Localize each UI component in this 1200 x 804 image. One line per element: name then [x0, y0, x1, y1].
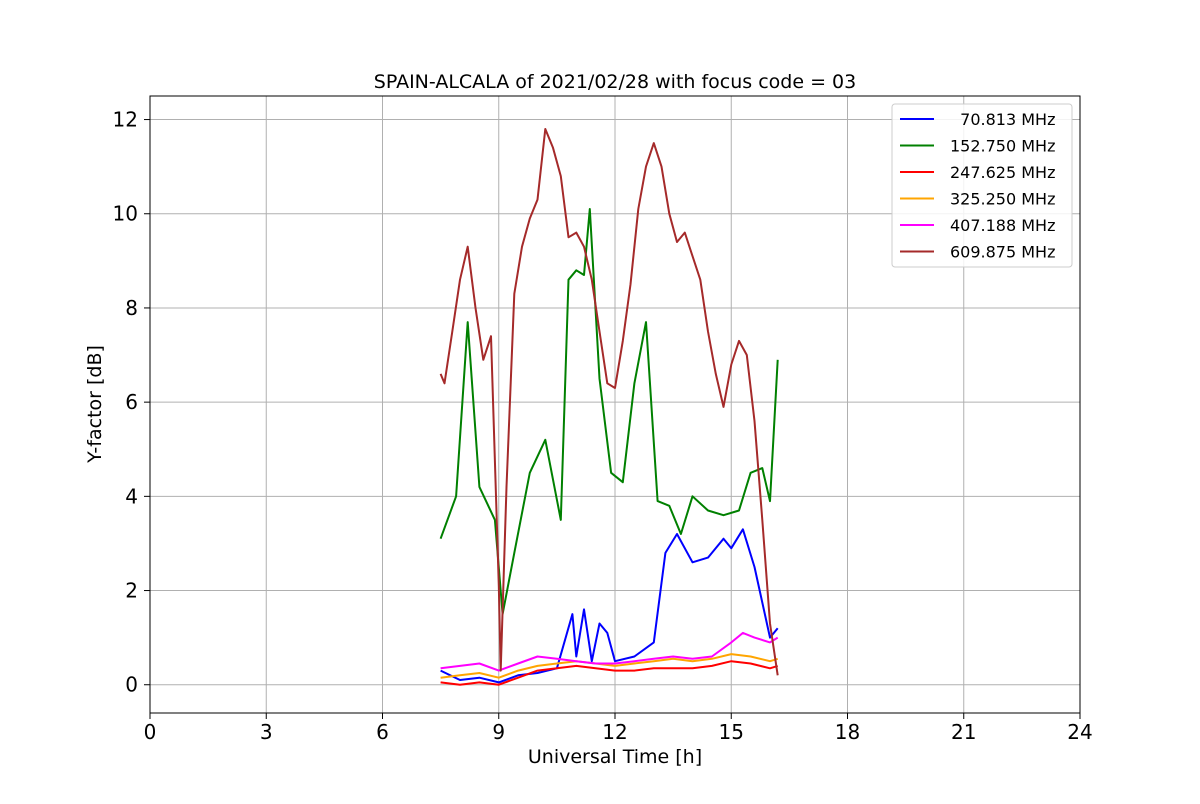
- y-tick-label: 2: [125, 579, 138, 603]
- legend-label: 247.625 MHz: [950, 163, 1055, 182]
- x-tick-label: 3: [260, 720, 273, 744]
- series-line-2: [439, 208, 779, 616]
- chart-title: SPAIN-ALCALA of 2021/02/28 with focus co…: [374, 71, 856, 93]
- x-tick-label: 24: [1067, 720, 1092, 744]
- x-axis-label: Universal Time [h]: [528, 746, 702, 768]
- x-tick-label: 6: [376, 720, 389, 744]
- legend-label: 152.750 MHz: [950, 137, 1055, 156]
- legend: 70.813 MHz 152.750 MHz 247.625 MHz 325.250 …: [891, 103, 1073, 268]
- y-tick-label: 10: [113, 202, 138, 226]
- series-line-5: [440, 631, 779, 672]
- y-axis-label: Y-factor [dB]: [84, 345, 106, 464]
- legend-box: [891, 103, 1073, 268]
- series-line-6: [439, 128, 779, 676]
- series-line-1: [440, 528, 779, 684]
- legend-label: 70.813 MHz: [950, 110, 1055, 129]
- grid-lines: [149, 96, 1081, 713]
- y-tick-label: 0: [125, 673, 138, 697]
- legend-label: 325.250 MHz: [950, 190, 1055, 209]
- series-line-4: [440, 653, 778, 679]
- legend-label: 609.875 MHz: [950, 243, 1055, 262]
- y-tick-label: 4: [125, 484, 138, 508]
- x-tick-label: 0: [144, 720, 157, 744]
- legend-label: 407.188 MHz: [950, 216, 1055, 235]
- x-tick-label: 9: [492, 720, 505, 744]
- y-tick-label: 8: [125, 296, 138, 320]
- y-tick-label: 6: [125, 390, 138, 414]
- y-tick-label: 12: [113, 108, 138, 132]
- x-tick-label: 12: [602, 720, 627, 744]
- series-line-3: [440, 660, 778, 686]
- x-tick-label: 21: [951, 720, 976, 744]
- x-tick-label: 18: [835, 720, 860, 744]
- series-lines: [439, 128, 779, 686]
- x-tick-label: 15: [719, 720, 744, 744]
